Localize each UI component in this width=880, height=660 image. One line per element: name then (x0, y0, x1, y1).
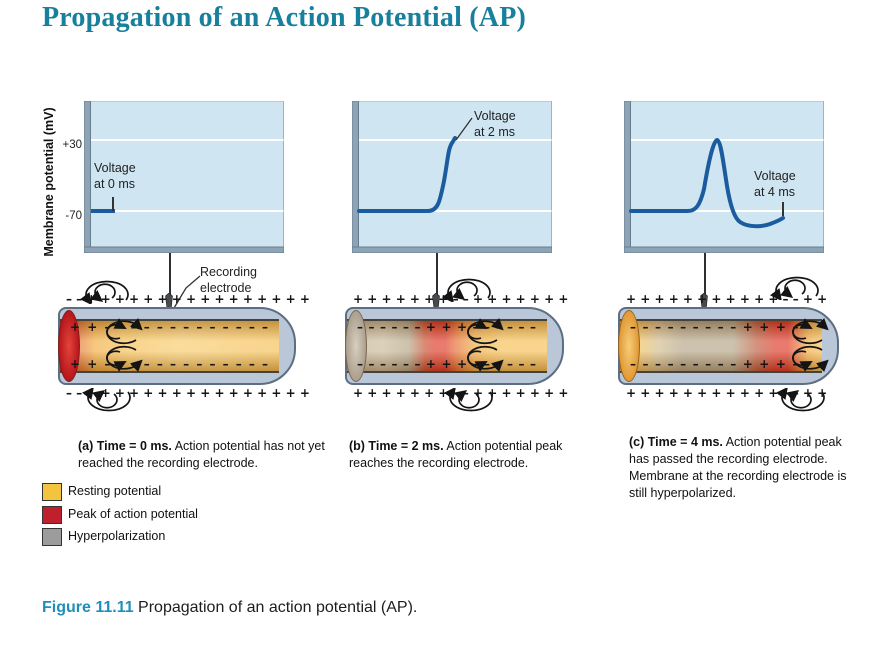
voltage-label-4ms: Voltage at 4 ms (754, 169, 796, 199)
current-loop-arrows-inside (106, 317, 143, 373)
label-pointer-line (112, 197, 114, 211)
current-loop-arrows-outer-top (441, 278, 491, 302)
label-pointer-line (782, 202, 784, 216)
current-loop-arrows-outer-bottom (443, 388, 493, 412)
y-tick-plus30: +30 (62, 139, 82, 151)
electrode-lead-line (169, 253, 171, 295)
graph-panel-a (84, 101, 284, 253)
axon-cut-end (58, 310, 80, 382)
charge-row-inner-top: – – – – – – – – – + + + – – (630, 320, 811, 334)
legend-label: Hyperpolarization (68, 529, 166, 543)
axon-panel-c: + + + + + + + + + + + – – + + – – – – – … (618, 293, 839, 400)
legend-swatch-hyperpolarization (42, 528, 62, 546)
current-loop-arrows-outer-bottom (81, 388, 131, 412)
current-loop-arrows-inside (792, 317, 829, 373)
charge-row-outer-bottom: – – + + + + + + + + + + + + + + + + (66, 386, 310, 400)
current-loop-arrows-inside (467, 317, 504, 373)
caption-panel-c: (c) Time = 4 ms. Action potential peak h… (629, 434, 847, 500)
charge-row-outer-top: – – + + + + + + + + + + + + + + + + (66, 292, 310, 306)
legend-swatch-peak (42, 506, 62, 524)
axon-cut-end (345, 310, 367, 382)
recording-electrode-label: Recording electrode (200, 265, 257, 295)
trace-2ms (357, 136, 457, 213)
axon-cut-end (618, 310, 640, 382)
axon-panel-b: + + + + + + + – – + + + + + + + – – – – … (345, 293, 568, 400)
electrode-leader-line (173, 275, 201, 309)
page-title: Propagation of an Action Potential (AP) (42, 2, 527, 33)
axon-lumen (620, 319, 822, 373)
axon-lumen (60, 319, 279, 373)
charge-row-inner-bottom: – – – – – – – – – + + + – – (630, 357, 811, 371)
electrode-lead-line (704, 253, 706, 295)
caption-panel-b: (b) Time = 2 ms. Action potential peak r… (349, 438, 563, 470)
legend-label: Peak of action potential (68, 507, 198, 521)
voltage-label-0ms: Voltage at 0 ms (94, 161, 136, 191)
y-tick-minus70: -70 (65, 210, 82, 222)
caption-panel-a: (a) Time = 0 ms. Action potential has no… (78, 438, 325, 470)
current-loop-arrows-outer-top (769, 276, 819, 300)
figure-caption: Figure 11.11 Propagation of an action po… (42, 599, 418, 616)
graph-panel-c (624, 101, 824, 253)
electrode-lead-line (436, 253, 438, 295)
legend-swatch-resting (42, 483, 62, 501)
voltage-leader-line (455, 117, 473, 141)
legend-label: Resting potential (68, 484, 162, 498)
current-loop-arrows-outer-top (79, 280, 129, 304)
axon-lumen (347, 319, 547, 373)
trace-4ms (629, 137, 785, 229)
current-loop-arrows-outer-bottom (775, 388, 825, 412)
voltage-label-2ms: Voltage at 2 ms (474, 109, 516, 139)
y-axis-label: Membrane potential (mV) (42, 107, 56, 257)
graph-panel-b (352, 101, 552, 253)
